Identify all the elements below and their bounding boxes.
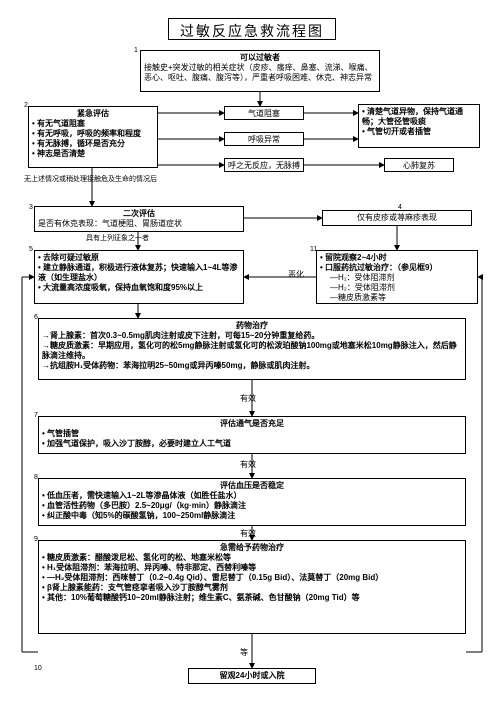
step-number: 10 [34,665,42,672]
flow-box-b5: 二次评估是否有休克表现：气道梗阻、胃肠道症状 [34,206,244,232]
flow-label: 等 [240,648,248,658]
flow-box-b4a: • 清楚气道异物，保持气道通畅；大管径管吸痰• 气管切开或者插管 [358,104,480,148]
flow-box-b3b: 呼吸异常 [224,132,304,146]
flow-box-b3c: 呼之无反应，无脉搏 [224,158,304,172]
step-number: 3 [29,204,33,211]
flow-box-b12: 急需给予药物治疗• 糖皮质激素：醋酸泼尼松、氢化可的松、地塞米松等• H₁受体阻… [38,540,466,634]
flow-box-b2: 紧急评估• 有无气道阻塞• 有无呼吸，呼吸的频率和程度• 有无脉搏，循环是否充分… [28,106,158,168]
flow-label: 具有上列征象之一者 [86,235,149,244]
flow-box-b13: 留观24小时或入院 [188,668,316,684]
flow-label: 有效 [240,394,256,404]
flow-box-b11: 评估血压是否稳定• 低血压者，需快速输入1~2L等渗晶体液（如胜任盐水）• 血管… [38,478,466,526]
flow-label: 有效 [240,529,256,539]
flow-box-b8: • 留院观察2~4小时• 口服药抗过敏治疗：（参见框9）—H₁：受体阻滞剂—H₂… [316,250,478,304]
flowchart-canvas: 过敏反应急救流程图1234511678910可以过敏者接触史+突发过敏的相关症状… [12,12,492,702]
flow-label: 有效 [240,460,256,470]
flow-box-b4b: 心肺复苏 [384,158,454,172]
flow-box-b7: • 去除可疑过敏原• 建立静脉通道，积极进行液体复苏；快速输入1~4L等渗液（如… [34,250,244,304]
step-number: 1 [134,47,138,54]
flow-label: 无上述情况或稍处理接触危及生命的情况后 [24,176,157,185]
flow-box-b3a: 气道阻塞 [224,106,304,120]
flow-box-b1: 可以过敏者接触史+突发过敏的相关症状（皮疹、瘙痒、鼻塞、流涕、喉痛、恶心、呕吐、… [140,50,380,92]
flow-box-b10: 评估通气是否充足• 气管插管• 加强气道保护，吸入沙丁胺醇，必要时建立人工气道 [38,416,466,454]
flow-box-b9: 药物治疗→肾上腺素：首次0.3~0.5mg肌肉注射或皮下注射，可每15~20分钟… [38,318,466,380]
step-number: 5 [29,246,33,253]
flow-box-b6: 仅有皮疹或荨麻疹表现 [322,210,472,226]
flow-label: 恶化 [288,270,304,280]
